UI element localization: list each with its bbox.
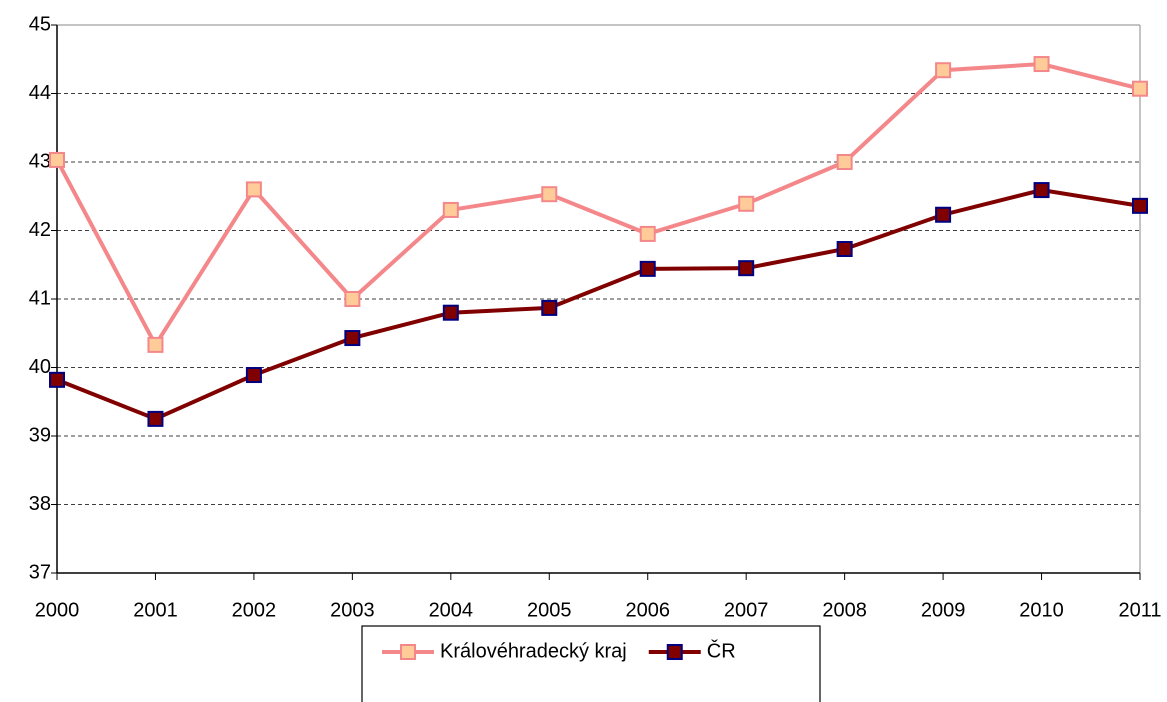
marker (442, 201, 459, 218)
legend-box (361, 625, 821, 702)
y-tick-label: 40 (29, 356, 51, 378)
y-tick-label: 42 (29, 219, 51, 241)
series-line (56, 188, 1141, 422)
marker (49, 151, 65, 168)
x-tick-label: 2001 (133, 599, 178, 621)
marker (1132, 197, 1148, 214)
x-tick-label: 2002 (232, 599, 277, 621)
y-tick-label: 43 (29, 150, 51, 172)
marker (49, 371, 65, 388)
marker (541, 186, 558, 203)
marker (245, 181, 262, 198)
marker (935, 206, 952, 223)
x-tick-label: 2008 (822, 599, 867, 621)
marker (836, 154, 853, 170)
marker (541, 299, 558, 316)
marker (836, 240, 853, 257)
marker (1033, 182, 1050, 199)
y-tick-label: 41 (29, 287, 51, 309)
marker (147, 410, 164, 427)
y-tick-label: 44 (29, 82, 51, 104)
y-tick-label: 39 (29, 424, 51, 446)
legend-marker (400, 644, 416, 660)
marker (442, 304, 459, 321)
marker (344, 330, 361, 347)
x-tick-label: 2006 (625, 599, 670, 621)
x-tick-label: 2005 (527, 599, 572, 621)
marker (344, 291, 361, 307)
x-tick-label: 2010 (1019, 599, 1064, 621)
x-tick-label: 2011 (1118, 599, 1161, 621)
marker (147, 336, 164, 353)
marker (738, 260, 755, 277)
marker (245, 367, 262, 384)
marker (1132, 80, 1148, 97)
x-tick-label: 2009 (921, 599, 966, 621)
x-tick-label: 2000 (35, 599, 80, 621)
y-tick-label: 45 (29, 13, 51, 35)
marker (639, 225, 656, 242)
marker (1033, 56, 1050, 73)
legend-label: Královéhradecký kraj (440, 640, 627, 662)
y-tick-label: 37 (29, 561, 51, 583)
y-tick-label: 38 (29, 493, 51, 515)
x-tick-label: 2007 (724, 599, 769, 621)
legend-marker (666, 644, 683, 660)
marker (639, 260, 656, 277)
x-tick-label: 2003 (330, 599, 375, 621)
series-line (55, 62, 1141, 349)
x-tick-label: 2004 (429, 599, 474, 621)
legend-label: ČR (707, 639, 736, 662)
marker (935, 62, 952, 79)
marker (738, 195, 755, 212)
